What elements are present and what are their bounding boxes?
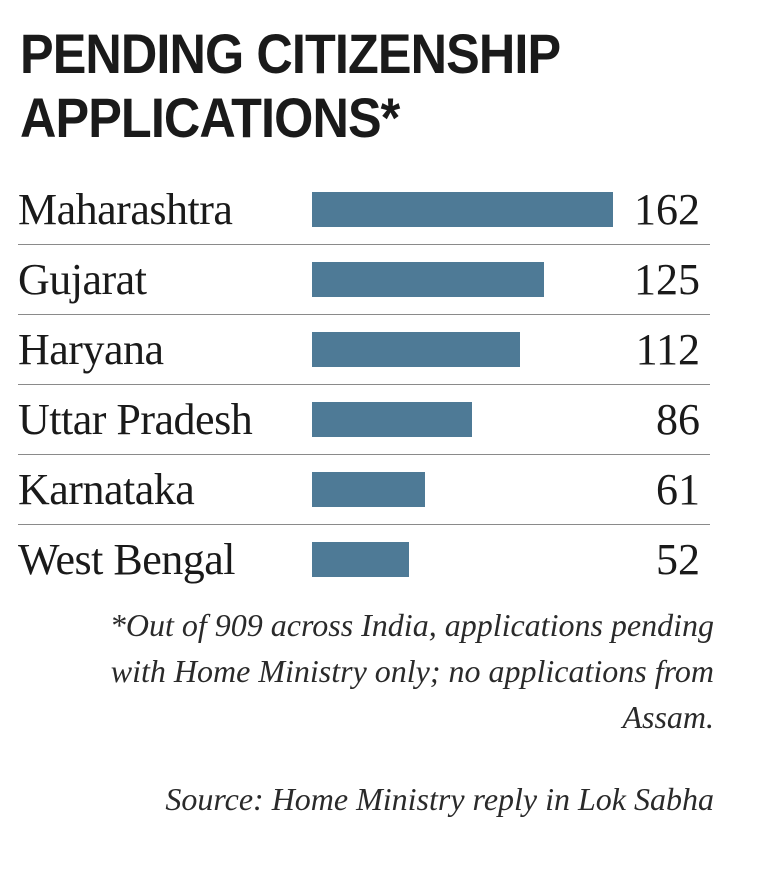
value-label: 162 bbox=[634, 185, 700, 234]
bar bbox=[312, 472, 425, 507]
bar bbox=[312, 192, 613, 227]
bar-row: Gujarat 125 bbox=[18, 244, 710, 314]
category-label: Maharashtra bbox=[18, 185, 233, 234]
category-label: West Bengal bbox=[18, 535, 236, 584]
bar-row: Haryana 112 bbox=[18, 314, 710, 384]
value-label: 86 bbox=[656, 395, 700, 444]
category-label: Gujarat bbox=[18, 255, 147, 304]
bar-row: West Bengal 52 bbox=[18, 524, 710, 594]
footnote: *Out of 909 across India, applications p… bbox=[109, 607, 714, 735]
category-label: Karnataka bbox=[18, 465, 195, 514]
bar-rows: Maharashtra 162 Gujarat 125 Haryana 112 Uttar … bbox=[18, 175, 710, 594]
source-note: Source: Home Ministry reply in Lok Sabha bbox=[165, 781, 714, 817]
bar-row: Karnataka 61 bbox=[18, 454, 710, 524]
bar bbox=[312, 332, 520, 367]
bar bbox=[312, 402, 472, 437]
bar-row: Maharashtra 162 bbox=[18, 175, 710, 244]
bar bbox=[312, 542, 409, 577]
category-label: Haryana bbox=[18, 325, 164, 374]
value-label: 125 bbox=[634, 255, 700, 304]
category-label: Uttar Pradesh bbox=[18, 395, 253, 444]
value-label: 52 bbox=[656, 535, 700, 584]
bar bbox=[312, 262, 544, 297]
bar-row: Uttar Pradesh 86 bbox=[18, 384, 710, 454]
value-label: 61 bbox=[656, 465, 700, 514]
value-label: 112 bbox=[635, 325, 700, 374]
chart-title: PENDING CITIZENSHIP APPLICATIONS* bbox=[20, 22, 560, 149]
